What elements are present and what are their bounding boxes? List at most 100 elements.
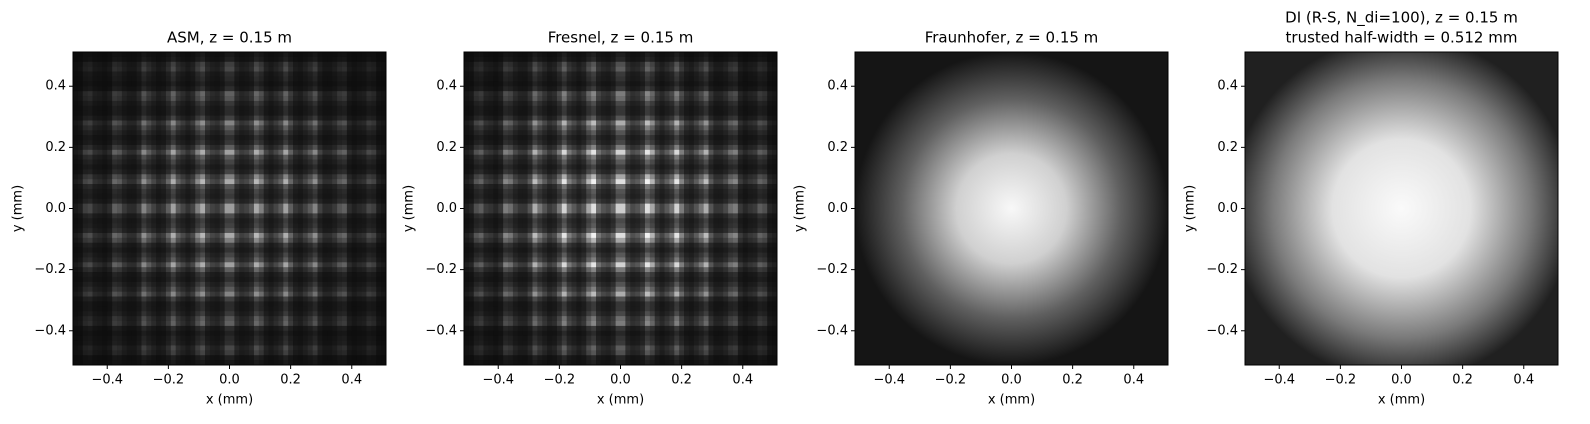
pixel: [464, 188, 470, 195]
pixel: [136, 252, 142, 258]
pixel: [346, 228, 353, 234]
pixel: [73, 306, 79, 312]
pixel: [97, 159, 103, 165]
pixel: [263, 335, 269, 341]
pixel: [87, 281, 93, 288]
pixel: [224, 276, 230, 283]
x-axis-label: x (mm): [206, 393, 253, 408]
pixel: [332, 203, 338, 209]
pixel: [468, 306, 475, 312]
pixel: [307, 174, 313, 180]
pixel: [97, 76, 103, 82]
pixel: [307, 71, 313, 77]
pixel: [131, 232, 137, 239]
pixel: [244, 86, 250, 92]
pixel: [351, 281, 357, 288]
pixel: [131, 267, 137, 273]
pixel: [87, 66, 93, 72]
pixel: [288, 105, 294, 111]
pixel: [512, 301, 519, 307]
pixel: [102, 188, 108, 195]
pixel: [332, 340, 338, 346]
pixel: [293, 135, 299, 141]
pixel: [288, 320, 294, 327]
pixel: [258, 61, 265, 67]
pixel: [493, 272, 499, 278]
pixel: [341, 272, 348, 278]
pixel: [195, 76, 201, 82]
pixel: [381, 208, 387, 214]
pixel: [464, 223, 470, 229]
pixel: [356, 316, 362, 322]
pixel: [195, 149, 201, 155]
pixel: [381, 218, 387, 224]
pixel: [268, 272, 274, 278]
pixel: [156, 281, 162, 288]
pixel: [112, 188, 118, 195]
pixel: [508, 316, 514, 322]
pixel: [263, 218, 269, 224]
pixel: [317, 188, 323, 195]
pixel: [107, 120, 113, 126]
pixel: [527, 154, 533, 160]
pixel: [341, 188, 348, 195]
pixel: [112, 272, 118, 278]
pixel: [371, 174, 377, 180]
pixel: [488, 281, 494, 288]
pixel: [136, 228, 142, 234]
pixel: [371, 125, 377, 131]
pixel: [214, 360, 221, 366]
pixel: [288, 306, 294, 312]
pixel: [161, 232, 167, 239]
pixel: [209, 335, 216, 341]
pixel: [498, 188, 504, 195]
pixel: [468, 198, 475, 204]
pixel: [468, 286, 475, 292]
pixel: [464, 91, 470, 97]
pixel: [312, 52, 318, 58]
pixel: [327, 169, 333, 175]
pixel: [185, 130, 191, 136]
pixel: [249, 320, 255, 327]
pixel: [307, 125, 313, 131]
pixel: [244, 66, 250, 72]
pixel: [493, 184, 499, 190]
pixel: [307, 66, 313, 72]
pixel: [366, 311, 372, 317]
pixel: [381, 154, 387, 160]
pixel: [351, 125, 357, 131]
pixel: [293, 272, 299, 278]
pixel: [219, 228, 225, 234]
pixel: [219, 81, 225, 87]
pixel: [102, 296, 108, 302]
pixel: [229, 135, 235, 141]
pixel: [219, 306, 225, 312]
pixel: [346, 218, 353, 224]
pixel: [229, 320, 235, 327]
pixel: [112, 66, 118, 72]
pixel: [195, 340, 201, 346]
pixel: [376, 110, 382, 116]
pixel: [131, 81, 137, 87]
pixel: [483, 154, 489, 160]
pixel: [87, 213, 93, 219]
pixel: [268, 169, 274, 175]
pixel: [517, 242, 523, 248]
pixel: [327, 276, 333, 283]
pixel: [73, 86, 79, 92]
pixel: [239, 105, 245, 111]
pixel: [332, 52, 338, 58]
pixel: [107, 96, 113, 102]
pixel: [268, 164, 274, 170]
pixel: [297, 252, 304, 258]
pixel: [200, 61, 206, 67]
pixel: [73, 159, 79, 165]
pixel: [165, 281, 172, 288]
pixel: [185, 320, 191, 327]
pixel: [156, 52, 162, 58]
pixel: [493, 237, 499, 244]
pixel: [464, 345, 470, 351]
pixel: [205, 188, 211, 195]
pixel: [121, 169, 128, 175]
pixel: [508, 262, 514, 268]
